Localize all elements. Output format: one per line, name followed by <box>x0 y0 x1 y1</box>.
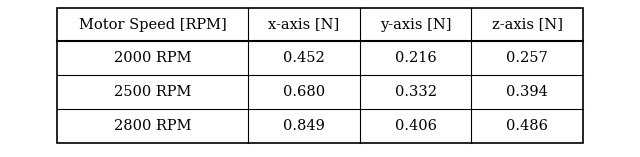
Text: 0.332: 0.332 <box>395 85 436 99</box>
Text: Motor Speed [RPM]: Motor Speed [RPM] <box>79 18 227 32</box>
Text: 2000 RPM: 2000 RPM <box>114 51 191 65</box>
Text: 0.257: 0.257 <box>506 51 548 65</box>
Text: 2500 RPM: 2500 RPM <box>114 85 191 99</box>
Text: 0.216: 0.216 <box>395 51 436 65</box>
Text: 0.406: 0.406 <box>395 119 436 133</box>
Text: 2800 RPM: 2800 RPM <box>114 119 191 133</box>
Text: 0.680: 0.680 <box>283 85 325 99</box>
Text: z-axis [N]: z-axis [N] <box>492 18 563 32</box>
Text: y-axis [N]: y-axis [N] <box>380 18 451 32</box>
Text: x-axis [N]: x-axis [N] <box>268 18 340 32</box>
Text: 0.486: 0.486 <box>506 119 548 133</box>
Text: 0.849: 0.849 <box>283 119 325 133</box>
Text: 0.394: 0.394 <box>506 85 548 99</box>
Text: 0.452: 0.452 <box>283 51 325 65</box>
